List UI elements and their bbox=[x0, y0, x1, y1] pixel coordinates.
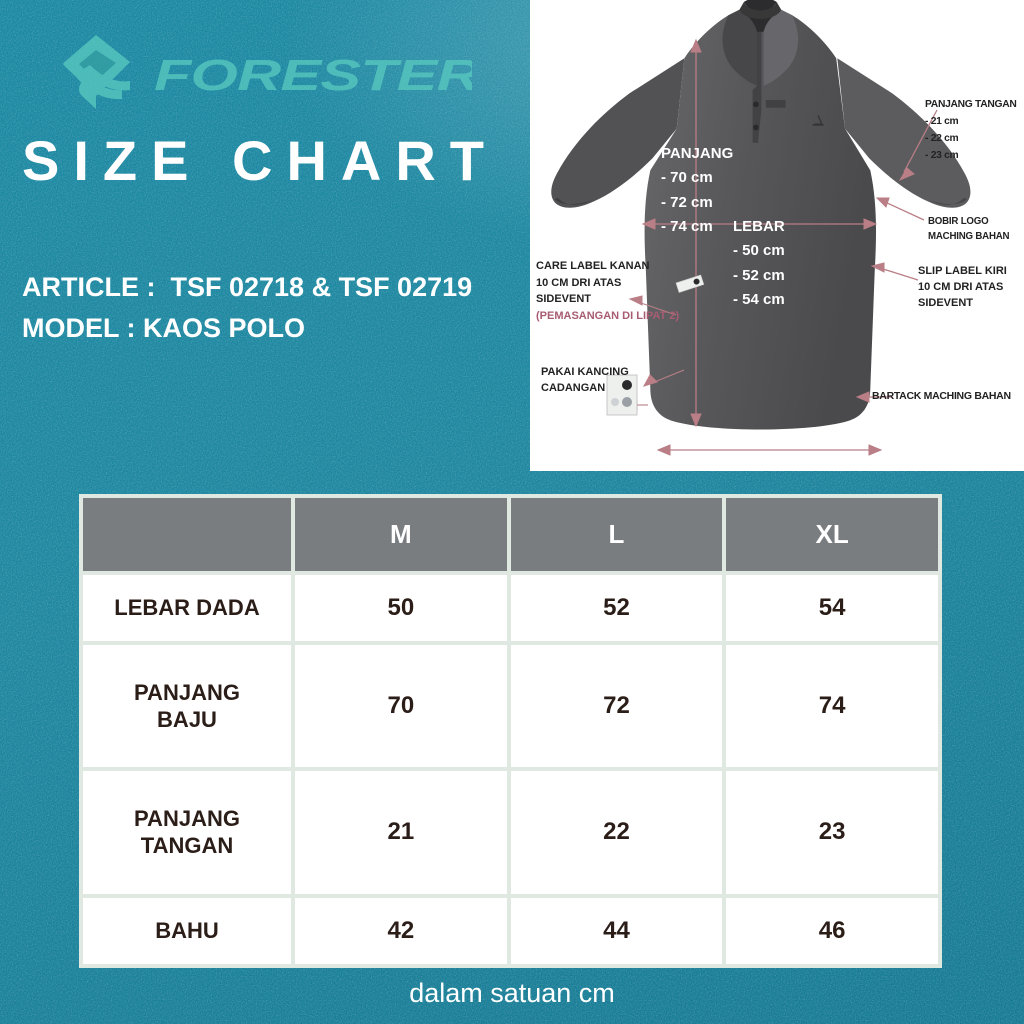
svg-text:FORESTER: FORESTER bbox=[154, 51, 472, 100]
